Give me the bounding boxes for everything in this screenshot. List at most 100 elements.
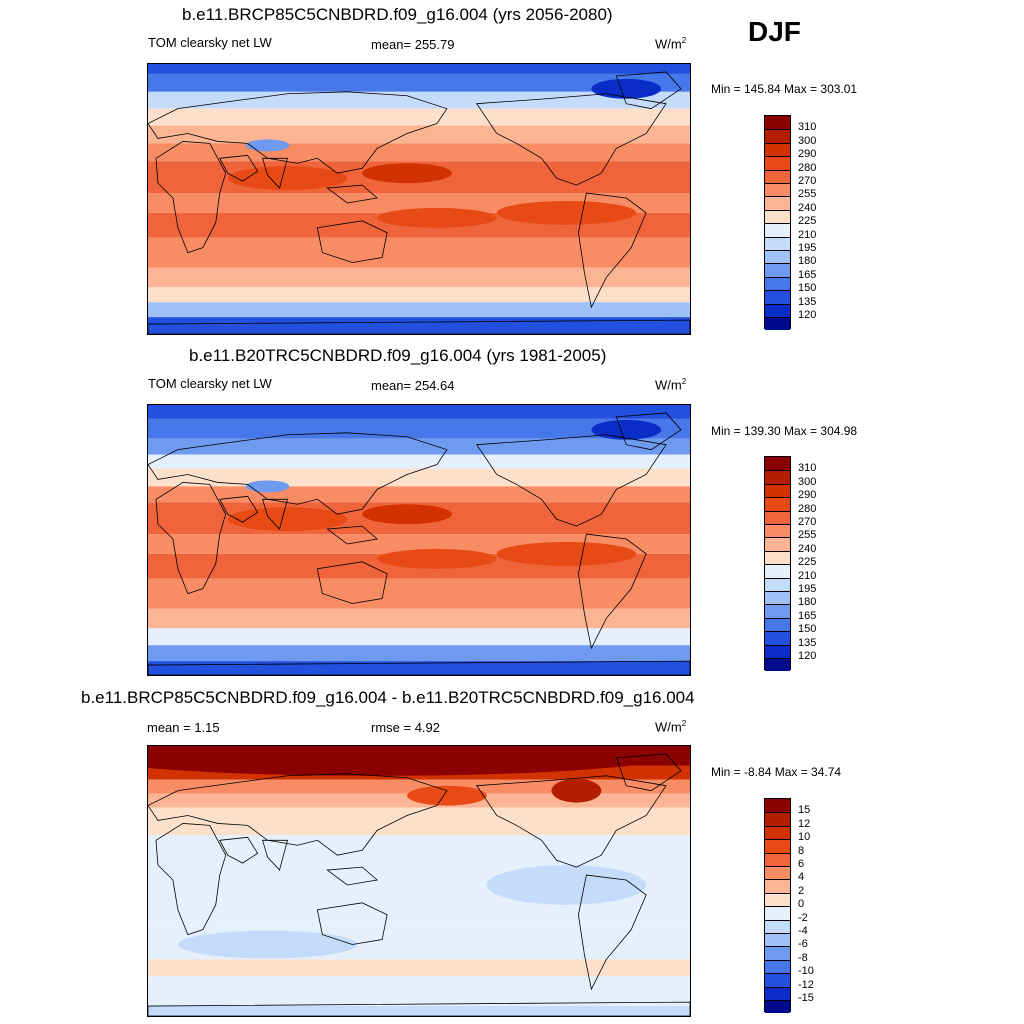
colorbar-swatch: [765, 906, 790, 920]
field-band: [148, 976, 690, 1007]
coastline: [326, 525, 379, 545]
colorbar-swatch: [765, 483, 790, 498]
colorbar-swatch: [765, 799, 790, 813]
minmax-label: Min = -8.84 Max = 34.74: [711, 765, 842, 779]
colorbar-swatch: [765, 959, 790, 974]
coastline: [148, 1001, 690, 1016]
colorbar-swatch: [765, 946, 790, 960]
colorbar-tick-label: 300: [798, 134, 817, 147]
colorbar-swatch: [765, 866, 790, 880]
map-panel: [147, 745, 691, 1017]
colorbar-tick-label: 290: [798, 489, 817, 502]
colorbar-tick-label: 240: [798, 542, 817, 555]
colorbar-tick-label: 15: [798, 804, 811, 817]
field-band: [148, 959, 690, 977]
units-label: W/m2: [655, 719, 687, 735]
field-band: [148, 64, 690, 74]
colorbar-swatch: [765, 892, 790, 907]
field-band: [148, 628, 690, 646]
coastline: [476, 434, 667, 527]
coastline: [155, 823, 227, 936]
colorbar-tick-label: 255: [798, 529, 817, 542]
field-band: [148, 645, 690, 662]
field-band: [148, 438, 690, 455]
colorbar-tick-label: 135: [798, 636, 817, 649]
field-band: [148, 302, 690, 318]
colorbar-tick-label: 310: [798, 121, 817, 134]
colorbar-swatch: [765, 537, 790, 551]
colorbar-box: [764, 456, 791, 672]
coastline: [326, 184, 379, 204]
colorbar-swatch: [765, 209, 790, 224]
colorbar-tick-label: -6: [798, 938, 808, 951]
colorbar-swatch: [765, 317, 790, 331]
colorbar-swatch: [765, 169, 790, 183]
colorbar-tick-label: 8: [798, 844, 805, 857]
colorbar-tick-label: 225: [798, 556, 817, 569]
mean-label: mean= 255.79: [371, 37, 455, 52]
colorbar-tick-label: 270: [798, 516, 817, 528]
colorbar-swatch: [765, 644, 790, 658]
coastline: [219, 154, 259, 182]
variable-label: TOM clearsky net LW: [148, 35, 272, 50]
colorbar-swatch: [765, 223, 790, 237]
colorbar-swatch: [765, 617, 790, 632]
coastline: [262, 839, 289, 871]
colorbar-swatch: [765, 156, 790, 170]
colorbar-swatch: [765, 986, 790, 1000]
colorbar-swatch: [765, 263, 790, 277]
coastline: [615, 412, 682, 451]
field-band: [148, 486, 690, 503]
colorbar-tick-label: 290: [798, 148, 817, 161]
units-label: W/m2: [655, 36, 687, 52]
colorbar-tick-label: 240: [798, 201, 817, 214]
colorbar-tick-label: 195: [798, 242, 817, 254]
field-band: [148, 468, 690, 487]
colorbar-tick-label: 120: [798, 650, 817, 662]
colorbar-swatch: [765, 852, 790, 866]
colorbar-tick-label: 180: [798, 255, 817, 268]
field-band: [148, 108, 690, 126]
colorbar-tick-label: 135: [798, 295, 817, 308]
colorbar-swatch: [765, 825, 790, 840]
colorbar-swatch: [765, 142, 790, 157]
units-label: W/m2: [655, 377, 687, 393]
colorbar-swatch: [765, 524, 790, 538]
colorbar-tick-label: 225: [798, 215, 817, 228]
field-band: [148, 1006, 690, 1016]
field-band: [148, 73, 690, 92]
rmse-label: rmse = 4.92: [371, 720, 441, 735]
coastline: [148, 91, 448, 174]
colorbar-tick-label: 4: [798, 871, 805, 884]
coastline: [476, 775, 667, 868]
colorbar-tick-label: 280: [798, 502, 817, 515]
colorbar-swatch: [765, 497, 790, 511]
colorbar-tick-label: 210: [798, 228, 817, 241]
coastline: [578, 874, 647, 991]
coastline: [148, 660, 690, 675]
colorbar-swatch: [765, 303, 790, 317]
colorbar-swatch: [765, 564, 790, 578]
variable-label: TOM clearsky net LW: [148, 376, 272, 391]
field-band: [148, 454, 690, 469]
field-band: [148, 267, 690, 288]
colorbar-swatch: [765, 879, 790, 893]
colorbar-tick-label: 12: [798, 817, 811, 830]
colorbar-swatch: [765, 631, 790, 645]
colorbar-swatch: [765, 457, 790, 471]
coastline: [578, 533, 647, 650]
coastline: [316, 902, 388, 945]
field-band: [148, 91, 690, 109]
mean-label: mean= 254.64: [371, 378, 455, 393]
colorbar-swatch: [765, 577, 790, 591]
colorbar-tick-label: 10: [798, 831, 811, 844]
colorbar-swatch: [765, 1000, 790, 1014]
colorbar-swatch: [765, 510, 790, 524]
colorbar-tick-label: 270: [798, 175, 817, 187]
panel-title: b.e11.BRCP85C5CNBDRD.f09_g16.004 (yrs 20…: [182, 5, 613, 24]
field-band: [148, 317, 690, 334]
colorbar-tick-label: 150: [798, 623, 817, 636]
colorbar-tick-label: 165: [798, 268, 817, 281]
colorbar-swatch: [765, 470, 790, 484]
coastline: [316, 561, 388, 604]
